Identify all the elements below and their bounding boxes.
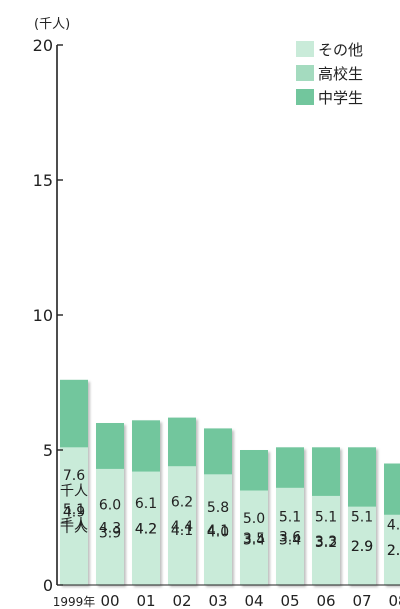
bars-layer — [60, 379, 400, 585]
bar-segment — [60, 447, 88, 585]
value-label: 4.9 千人 — [60, 504, 88, 535]
value-label: 7.6 千人 — [60, 468, 88, 499]
value-label: 5.1 — [279, 509, 301, 525]
value-label: 3.9 — [99, 526, 121, 542]
value-label: 5.0 — [243, 511, 265, 527]
value-label: 4.1 — [207, 523, 229, 539]
value-label: 6.2 — [171, 495, 193, 511]
value-label: 4.5 — [387, 518, 400, 534]
value-label: 5.1 — [351, 509, 373, 525]
x-tick-label: 08 — [388, 592, 400, 609]
bar-segment — [168, 466, 196, 585]
value-label: 4.1 — [171, 523, 193, 539]
y-tick-label: 20 — [33, 36, 53, 55]
bar-segment — [276, 487, 304, 585]
x-axis-labels: 1999年 00 01 02 03 04 05 06 07 08 — [53, 592, 400, 609]
value-label: 4.2 — [135, 522, 157, 538]
value-label: 3.5 — [243, 531, 265, 547]
y-tick-label: 15 — [33, 171, 53, 190]
value-label: 2.6 — [387, 543, 400, 559]
value-label: 4.2 — [135, 522, 157, 538]
bar-segment — [96, 468, 124, 585]
value-label: 4.4 — [171, 519, 193, 535]
y-tick-label: 10 — [33, 306, 53, 325]
bar-segment — [312, 495, 340, 585]
value-label: 5.8 — [207, 500, 229, 516]
x-tick-label: 05 — [280, 592, 299, 609]
value-label: 6.1 — [135, 496, 157, 512]
bar-segment — [240, 490, 268, 585]
y-tick-label: 5 — [43, 441, 53, 460]
value-label: 3.4 — [243, 532, 265, 548]
value-label: 5.1 千人 — [60, 502, 88, 533]
value-labels-layer: 7.6 千人4.9 千人5.1 千人6.03.94.36.14.24.26.24.14… — [60, 468, 400, 559]
x-tick-label: 02 — [172, 592, 191, 609]
x-tick-label: 03 — [208, 592, 227, 609]
legend-swatch — [296, 65, 314, 81]
value-label: 2.9 — [351, 539, 373, 555]
x-tick-label: 00 — [100, 592, 119, 609]
x-tick-label: 06 — [316, 592, 335, 609]
value-label: 3.4 — [279, 532, 301, 548]
legend-label: 中学生 — [318, 89, 363, 107]
x-tick-label: 01 — [136, 592, 155, 609]
value-label: 5.1 — [315, 509, 337, 525]
value-label: 3.2 — [315, 535, 337, 551]
y-axis: 0 5 10 15 20 — [33, 36, 400, 595]
bar-segment — [204, 474, 232, 585]
value-label: 2.9 — [351, 539, 373, 555]
value-label: 4.3 — [99, 520, 121, 536]
value-label: 6.0 — [99, 497, 121, 513]
x-tick-label: 1999年 — [53, 595, 96, 609]
value-label: 2.6 — [387, 543, 400, 559]
legend-label: 高校生 — [318, 65, 363, 83]
value-label: 3.6 — [279, 530, 301, 546]
value-label: 4.0 — [207, 524, 229, 540]
legend-swatch — [296, 41, 314, 57]
x-tick-label: 07 — [352, 592, 371, 609]
bar-segment — [348, 506, 376, 585]
y-tick-label: 0 — [43, 576, 53, 595]
x-tick-label: 04 — [244, 592, 263, 609]
bar-segment — [384, 514, 400, 585]
y-axis-unit-label: (千人) — [34, 17, 70, 32]
legend-label: その他 — [318, 41, 363, 59]
legend-swatch — [296, 89, 314, 105]
value-label: 3.3 — [315, 534, 337, 550]
bar-segment — [132, 471, 160, 585]
